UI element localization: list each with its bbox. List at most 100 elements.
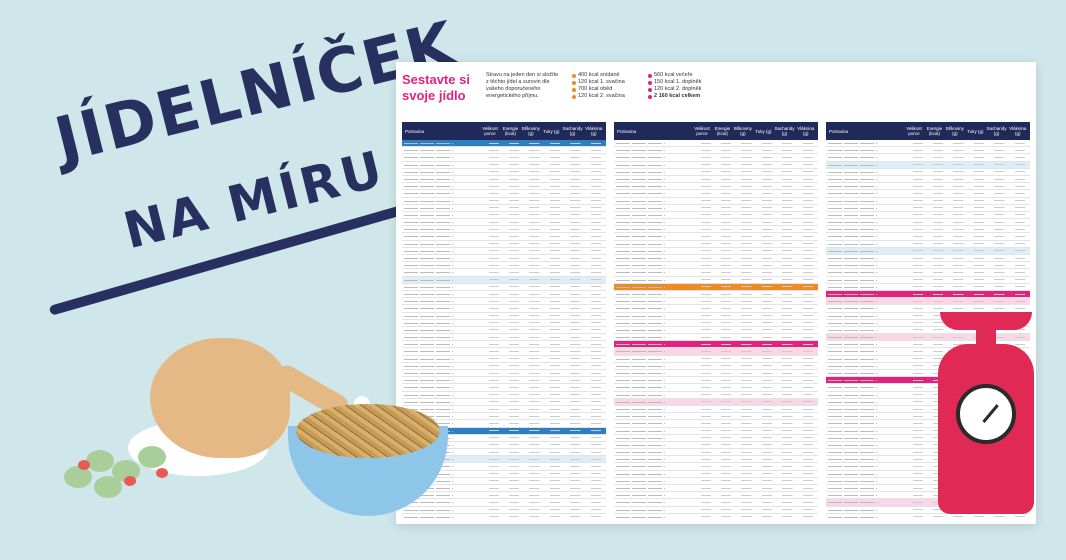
table-row (614, 226, 818, 234)
legend-item: 120 kcal 2. svačina (572, 93, 625, 100)
table-rows (614, 140, 818, 518)
table-row (614, 441, 818, 450)
table-row (402, 470, 606, 478)
title-line-2: NA MÍRU (118, 139, 391, 261)
table-row (402, 319, 606, 327)
table-row (614, 312, 818, 320)
table-row (402, 262, 606, 270)
table-row (614, 197, 818, 205)
table-row (614, 463, 818, 471)
table-header: Potravina Velikost porce Energie (kcal) Bíl… (614, 122, 818, 140)
table-row (402, 348, 606, 356)
table-row (402, 312, 606, 320)
table-row (402, 398, 606, 406)
table-row (826, 298, 1030, 306)
table-row (614, 391, 818, 399)
table-row (826, 269, 1030, 277)
table-row (614, 140, 818, 148)
table-row (826, 168, 1030, 176)
page-title: JÍDELNÍČEK NA MÍRU (48, 7, 464, 326)
table-row (402, 219, 606, 227)
table-row (614, 398, 818, 406)
table-row (402, 168, 606, 176)
table-row (826, 290, 1030, 299)
table-row (614, 298, 818, 306)
table-row (402, 334, 606, 342)
table-row (402, 499, 606, 507)
sheet-header: Sestavte si svoje jídlo Stravu na jeden … (402, 70, 1030, 114)
table-row (826, 154, 1030, 162)
table-header: Potravina Velikost porce Energie (kcal) Bíl… (826, 122, 1030, 140)
table-row (614, 175, 818, 184)
table-row (402, 405, 606, 414)
table-row (402, 175, 606, 184)
legend-group-1: 400 kcal snídaně 120 kcal 1. svačina 700… (572, 72, 625, 100)
legend-dot (572, 80, 576, 85)
legend-item: 120 kcal 2. doplněk (648, 86, 701, 93)
salad-illustration (64, 446, 184, 506)
table-row (402, 211, 606, 220)
table-row (402, 269, 606, 277)
legend-item: 700 kcal oběd (572, 86, 625, 93)
table-row (402, 204, 606, 212)
table-row (402, 183, 606, 191)
table-row (614, 506, 818, 514)
table-row (402, 391, 606, 399)
table-row (614, 147, 818, 155)
table-row (614, 276, 818, 284)
table-row (614, 485, 818, 493)
table-row (614, 449, 818, 457)
table-row (614, 470, 818, 478)
table-row (402, 463, 606, 471)
kitchen-scale-icon (930, 312, 1040, 522)
table-row (402, 341, 606, 349)
table-row (402, 140, 606, 148)
table-row (826, 276, 1030, 284)
table-row (614, 233, 818, 241)
table-row (402, 492, 606, 500)
legend-dot (648, 80, 652, 85)
legend-item: 150 kcal 1. doplněk (648, 79, 701, 86)
table-row (402, 190, 606, 198)
table-row (826, 147, 1030, 155)
table-row (826, 161, 1030, 169)
table-row (614, 269, 818, 277)
table-row (402, 197, 606, 205)
table-row (614, 427, 818, 435)
table-row (826, 226, 1030, 234)
table-row (402, 362, 606, 370)
table-row (614, 420, 818, 428)
table-row (402, 276, 606, 284)
table-row (614, 154, 818, 162)
table-row (614, 348, 818, 356)
pasta-food (296, 404, 440, 458)
table-row (614, 362, 818, 370)
table-row (402, 477, 606, 485)
table-row (826, 219, 1030, 227)
tomato-slice (156, 468, 168, 478)
table-row (614, 290, 818, 299)
lettuce-leaf (94, 476, 122, 498)
table-row (402, 154, 606, 162)
tomato-slice (124, 476, 136, 486)
table-row (614, 283, 818, 291)
table-row (614, 377, 818, 385)
lettuce-leaf (138, 446, 166, 468)
table-row (402, 161, 606, 169)
table-row (402, 240, 606, 248)
table-row (614, 190, 818, 198)
table-row (614, 240, 818, 248)
table-row (826, 240, 1030, 248)
sheet-heading: Sestavte si svoje jídlo (402, 72, 470, 103)
table-row (614, 384, 818, 392)
table-row (614, 341, 818, 349)
scale-dial (956, 384, 1016, 444)
table-row (402, 506, 606, 514)
legend-dot (648, 87, 652, 92)
table-row (614, 183, 818, 191)
table-row (614, 319, 818, 327)
table-row (402, 370, 606, 378)
legend-item: 2 160 kcal celkem (648, 93, 701, 100)
table-row (402, 233, 606, 241)
table-row (826, 183, 1030, 191)
